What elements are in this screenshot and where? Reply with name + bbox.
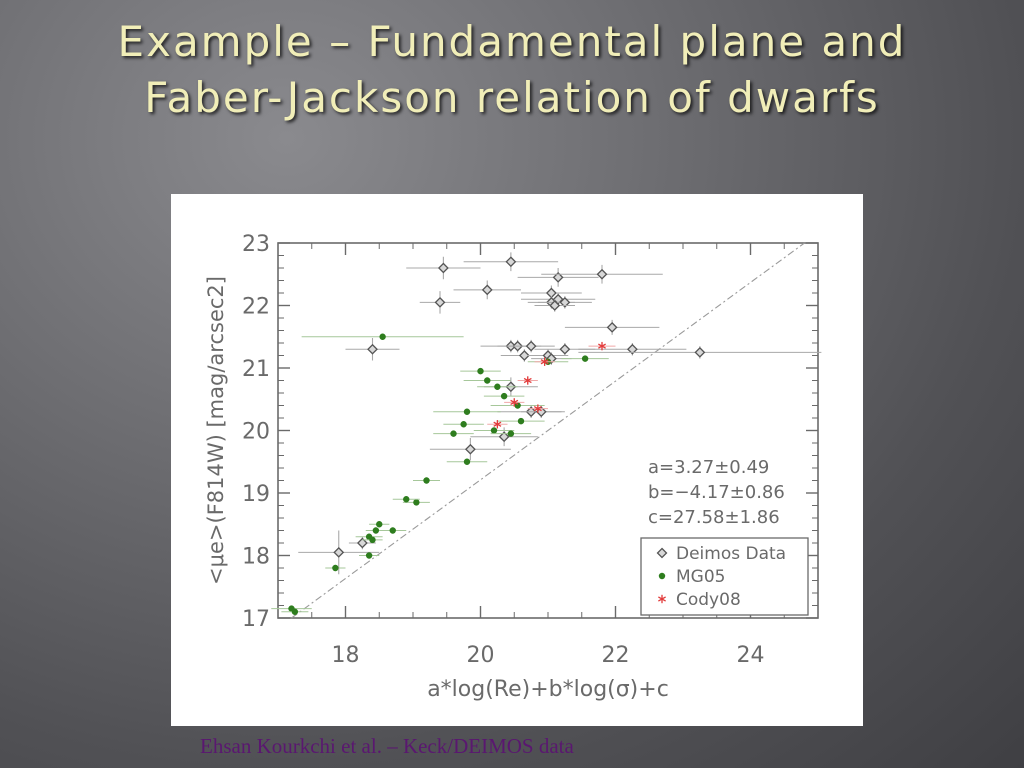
y-tick-label-1: 18	[242, 545, 270, 570]
slide-caption: Ehsan Kourkchi et al. – Keck/DEIMOS data	[200, 734, 574, 758]
mg05-point	[517, 417, 525, 425]
deimos-data-point	[606, 321, 618, 333]
series-cody08	[487, 341, 616, 429]
mg05-point	[423, 477, 430, 484]
series-deimos-data	[298, 252, 822, 575]
cody08-point	[493, 420, 502, 429]
mg05-point	[413, 499, 420, 506]
asterisk-stroke	[658, 596, 666, 602]
deimos-data-point	[437, 262, 449, 274]
slide-title-line-2: Faber-Jackson relation of dwarfs	[144, 73, 880, 122]
x-tick-label-1: 20	[467, 643, 495, 668]
y-axis-label: <μe>(F814W) [mag/arcsec2]	[204, 276, 228, 585]
mg05-point	[365, 552, 373, 559]
deimos-data-point	[356, 537, 368, 549]
asterisk-stroke	[533, 405, 542, 412]
mg05-point	[403, 496, 410, 503]
deimos-data-point	[559, 343, 571, 355]
deimos-data-point	[498, 431, 510, 443]
legend-label-1: MG05	[676, 567, 725, 587]
x-tick-label-0: 18	[332, 643, 360, 668]
cody08-point	[540, 357, 549, 366]
deimos-data-point	[505, 256, 517, 268]
deimos-data-point	[626, 343, 638, 355]
deimos-data-point	[333, 546, 345, 558]
slide-title: Example – Fundamental plane and Faber-Ja…	[0, 14, 1024, 126]
y-tick-label-2: 19	[242, 482, 270, 507]
fit-parameter-0: a=3.27±0.49	[648, 457, 769, 478]
mg05-point	[379, 333, 386, 340]
x-tick-label-3: 24	[737, 643, 765, 668]
cody08-point	[533, 404, 542, 413]
deimos-data-point	[434, 296, 446, 308]
deimos-data-point	[525, 340, 537, 352]
deimos-data-point	[559, 296, 571, 308]
cody08-point	[523, 376, 532, 385]
mg05-point	[463, 458, 471, 465]
asterisk-stroke	[598, 343, 606, 349]
mg05-point	[490, 427, 498, 434]
y-tick-label-5: 22	[242, 295, 270, 320]
cody08-point	[598, 341, 606, 351]
legend-marker-circle	[658, 572, 666, 580]
y-tick-label-4: 21	[242, 357, 270, 382]
y-tick-label-6: 23	[242, 232, 270, 257]
x-axis-label: a*log(Re)+b*log(σ)+c	[427, 677, 669, 702]
mg05-point	[291, 608, 299, 615]
deimos-data-point	[694, 346, 706, 358]
asterisk-stroke	[510, 399, 519, 406]
slide-title-line-1: Example – Fundamental plane and	[117, 17, 907, 66]
deimos-data-point	[481, 284, 493, 296]
mg05-point	[460, 421, 467, 428]
mg05-point	[369, 536, 376, 544]
mg05-point	[450, 430, 457, 437]
cody08-point	[510, 398, 519, 407]
series-mg05	[271, 333, 609, 615]
mg05-point	[500, 392, 508, 400]
mg05-point	[372, 527, 380, 534]
mg05-point	[477, 367, 484, 375]
fit-parameter-2: c=27.58±1.86	[648, 507, 780, 528]
deimos-data-point	[596, 268, 608, 280]
asterisk-stroke	[540, 359, 549, 365]
legend-label-0: Deimos Data	[676, 544, 786, 564]
legend-marker-diamond	[656, 547, 668, 559]
mg05-point	[463, 408, 471, 415]
mg05-point	[507, 430, 515, 437]
mg05-point	[389, 527, 396, 534]
legend-label-2: Cody08	[676, 590, 741, 610]
mg05-point	[376, 521, 383, 528]
asterisk-stroke	[493, 421, 502, 427]
legend-marker-asterisk	[658, 594, 666, 604]
scatter-chart: 18 20 22 24 17 18 19 20 21 22 23 a*log(Re)+b*log(σ)…	[204, 232, 822, 702]
asterisk-stroke	[523, 377, 532, 384]
y-tick-label-3: 20	[242, 420, 270, 445]
mg05-point	[494, 383, 501, 390]
mg05-point	[332, 564, 339, 572]
fit-parameter-1: b=−4.17±0.86	[648, 482, 785, 503]
deimos-data-point	[367, 343, 378, 355]
mg05-point	[581, 355, 589, 362]
figure-panel: 18 20 22 24 17 18 19 20 21 22 23 a*log(Re)+b*log(σ)…	[171, 194, 863, 726]
y-tick-label-0: 17	[242, 607, 270, 632]
deimos-data-point	[518, 350, 530, 361]
legend-box	[640, 537, 809, 616]
deimos-data-point	[464, 443, 476, 455]
deimos-data-point	[549, 300, 561, 311]
x-tick-label-2: 22	[602, 643, 630, 668]
deimos-data-point	[552, 271, 564, 283]
mg05-point	[484, 377, 491, 384]
